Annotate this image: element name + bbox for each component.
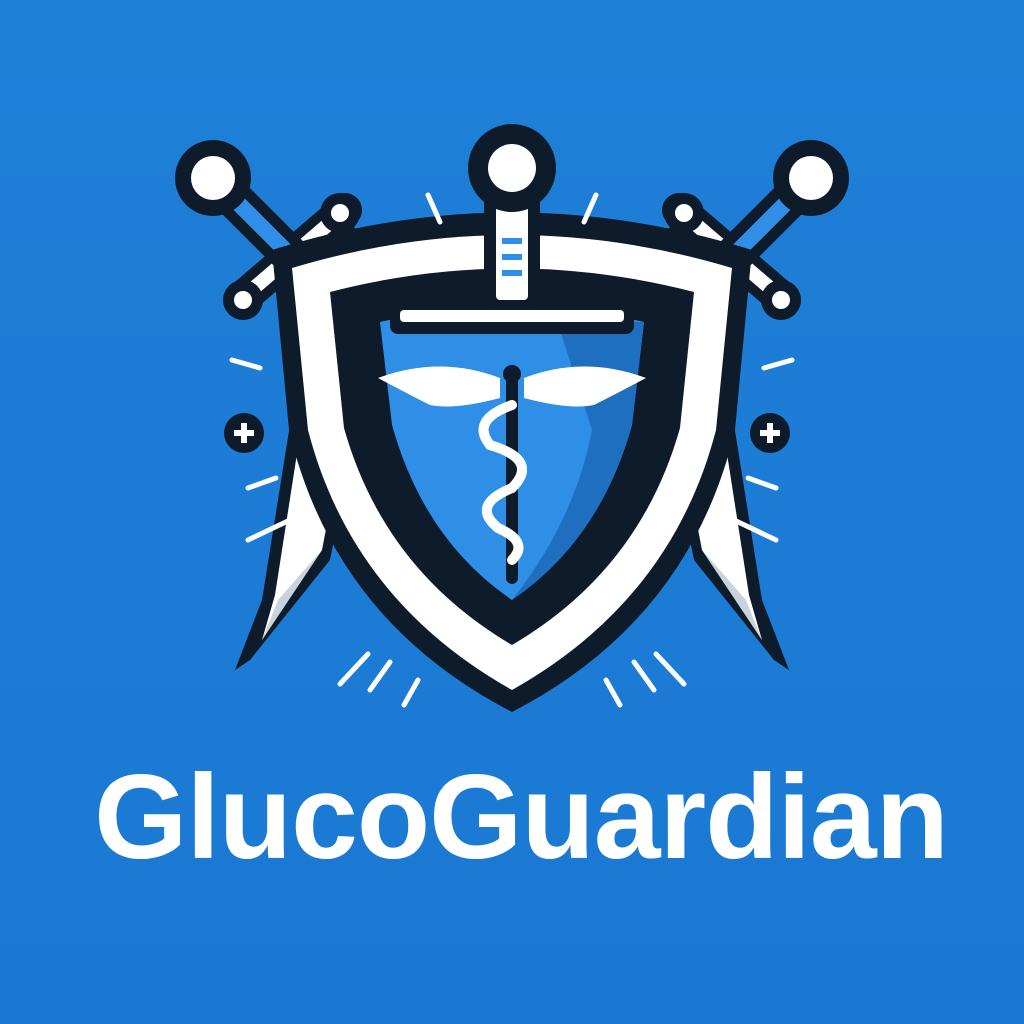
brand-name: GlucoGuardian <box>94 750 949 884</box>
plus-circle-icon-left <box>224 413 264 453</box>
caduceus-icon <box>378 365 646 584</box>
plus-circle-icon-right <box>750 413 790 453</box>
center-sword-icon <box>390 124 634 334</box>
radiant-lines-icon <box>229 192 795 708</box>
